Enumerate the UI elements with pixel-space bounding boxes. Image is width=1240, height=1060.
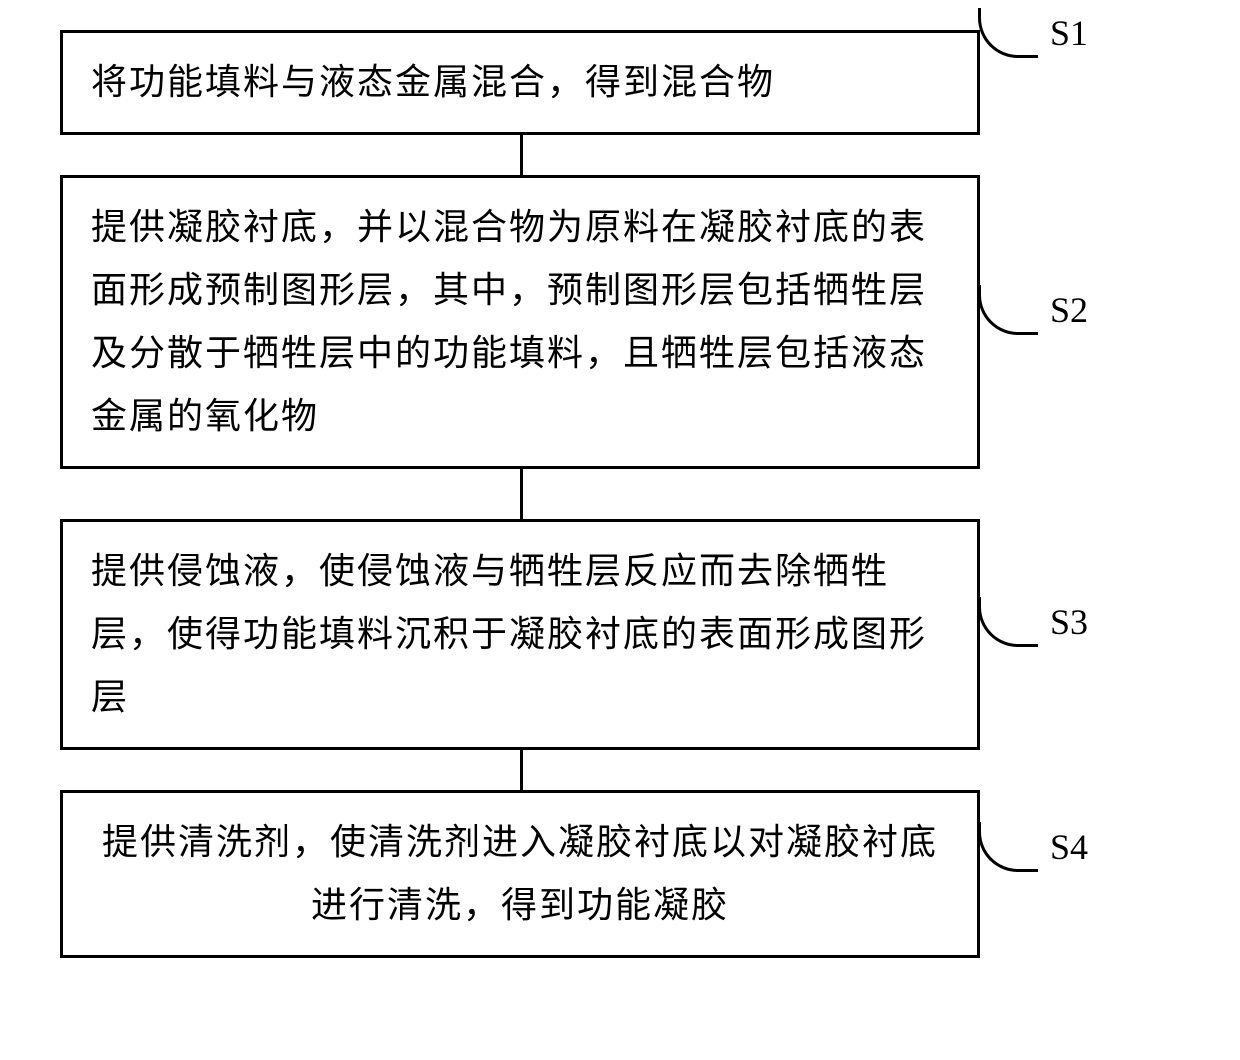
label-connector-s2	[978, 285, 1038, 335]
step-row-2: 提供凝胶衬底，并以混合物为原料在凝胶衬底的表面形成预制图形层，其中，预制图形层包…	[60, 175, 1180, 469]
label-connector-s3	[978, 597, 1038, 647]
step-box-s3: 提供侵蚀液，使侵蚀液与牺牲层反应而去除牺牲层，使得功能填料沉积于凝胶衬底的表面形…	[60, 519, 980, 750]
connector-1-2	[520, 135, 523, 175]
label-connector-s4	[978, 822, 1038, 872]
label-s4: S4	[1050, 826, 1088, 868]
label-s1: S1	[1050, 12, 1088, 54]
label-wrapper-s2: S2	[980, 310, 1088, 335]
step-box-s4: 提供清洗剂，使清洗剂进入凝胶衬底以对凝胶衬底进行清洗，得到功能凝胶	[60, 790, 980, 958]
label-wrapper-s3: S3	[980, 622, 1088, 647]
step-text-s1: 将功能填料与液态金属混合，得到混合物	[91, 62, 775, 102]
connector-3-4	[520, 750, 523, 790]
step-row-1: 将功能填料与液态金属混合，得到混合物 S1	[60, 30, 1180, 135]
step-text-s3: 提供侵蚀液，使侵蚀液与牺牲层反应而去除牺牲层，使得功能填料沉积于凝胶衬底的表面形…	[91, 551, 927, 717]
step-box-s2: 提供凝胶衬底，并以混合物为原料在凝胶衬底的表面形成预制图形层，其中，预制图形层包…	[60, 175, 980, 469]
step-row-3: 提供侵蚀液，使侵蚀液与牺牲层反应而去除牺牲层，使得功能填料沉积于凝胶衬底的表面形…	[60, 519, 1180, 750]
label-s3: S3	[1050, 601, 1088, 643]
label-connector-s1	[978, 8, 1038, 58]
step-row-4: 提供清洗剂，使清洗剂进入凝胶衬底以对凝胶衬底进行清洗，得到功能凝胶 S4	[60, 790, 1180, 958]
step-text-s4: 提供清洗剂，使清洗剂进入凝胶衬底以对凝胶衬底进行清洗，得到功能凝胶	[102, 822, 938, 925]
step-text-s2: 提供凝胶衬底，并以混合物为原料在凝胶衬底的表面形成预制图形层，其中，预制图形层包…	[91, 207, 927, 436]
label-s2: S2	[1050, 289, 1088, 331]
step-box-s1: 将功能填料与液态金属混合，得到混合物	[60, 30, 980, 135]
flowchart-container: 将功能填料与液态金属混合，得到混合物 S1 提供凝胶衬底，并以混合物为原料在凝胶…	[60, 30, 1180, 958]
connector-2-3	[520, 469, 523, 519]
